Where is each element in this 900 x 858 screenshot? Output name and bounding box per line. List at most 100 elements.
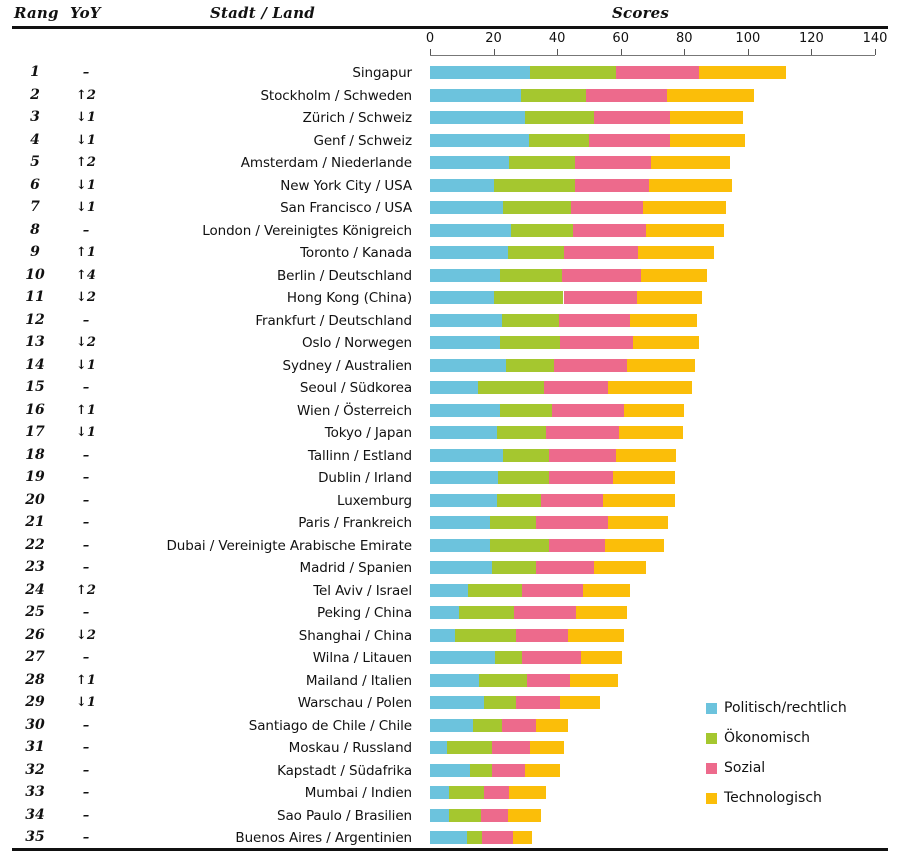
city-label: Seoul / Südkorea <box>299 380 412 396</box>
bar-segment-politisch-rechtlich <box>430 448 504 462</box>
column-header-yoy: YoY <box>70 4 101 22</box>
column-header-rank: Rang <box>14 4 59 22</box>
bar-segment-politisch-rechtlich <box>430 133 529 147</box>
bar-segment-technologisch <box>623 403 685 417</box>
bar-segment-konomisch <box>530 66 616 79</box>
stacked-bar <box>430 808 542 822</box>
bar-segment-politisch-rechtlich <box>430 763 470 777</box>
city-label: Tel Aviv / Israel <box>313 582 412 599</box>
city-label: Frankfurt / Deutschland <box>255 312 412 329</box>
bar-segment-technologisch <box>582 583 631 597</box>
bar-segment-sozial <box>536 516 608 529</box>
bar-segment-technologisch <box>666 88 755 102</box>
yoy-value: ↓1 <box>76 110 96 125</box>
yoy-value: – <box>82 605 90 620</box>
rank-value: 7 <box>30 199 40 215</box>
bar-segment-technologisch <box>615 448 677 462</box>
yoy-value: – <box>82 470 90 485</box>
city-label: Kapstadt / Südafrika <box>277 762 412 779</box>
rank-value: 8 <box>30 221 40 238</box>
rank-value: 31 <box>25 739 45 755</box>
yoy-value: – <box>82 830 90 845</box>
bar-segment-konomisch <box>493 178 575 192</box>
bar-segment-technologisch <box>509 786 546 799</box>
bar-segment-konomisch <box>455 628 516 642</box>
yoy-value: ↑4 <box>76 267 96 283</box>
bar-segment-politisch-rechtlich <box>430 111 526 124</box>
bar-segment-technologisch <box>646 223 725 237</box>
bar-segment-konomisch <box>495 651 523 664</box>
bar-segment-sozial <box>585 88 667 102</box>
bar-segment-technologisch <box>569 673 618 687</box>
bar-segment-sozial <box>593 111 670 124</box>
yoy-value: ↑1 <box>76 402 96 418</box>
stacked-bar <box>430 133 745 147</box>
bar-segment-konomisch <box>484 696 516 709</box>
bar-segment-politisch-rechtlich <box>430 493 497 507</box>
table-row: 4 ↓1 Genf / Schweiz <box>0 130 900 153</box>
header-rule <box>12 26 888 29</box>
city-label: Berlin / Deutschland <box>276 267 412 284</box>
yoy-value: ↓2 <box>76 335 96 350</box>
bar-segment-technologisch <box>642 201 726 214</box>
axis-tick-label: 40 <box>548 31 566 46</box>
city-label: Buenos Aires / Argentinien <box>235 830 412 846</box>
table-row: 24 ↑2 Tel Aviv / Israel <box>0 580 900 603</box>
table-row: 29 ↓1 Warschau / Polen <box>0 692 900 715</box>
bar-segment-sozial <box>522 583 583 597</box>
stacked-bar <box>430 223 725 237</box>
yoy-value: – <box>82 515 90 530</box>
table-row: 33 – Mumbai / Indien <box>0 782 900 805</box>
chart-legend: Politisch/rechtlich Ökonomisch Sozial Techn… <box>706 693 896 813</box>
bar-segment-konomisch <box>493 291 564 304</box>
stacked-bar <box>430 583 631 597</box>
city-label: Stockholm / Schweden <box>260 87 412 104</box>
bar-segment-technologisch <box>641 268 707 282</box>
rank-value: 33 <box>25 784 45 800</box>
city-label: Sao Paulo / Brasilien <box>276 807 412 824</box>
yoy-value: – <box>82 65 90 80</box>
bar-segment-sozial <box>563 291 637 304</box>
city-label: Mailand / Italien <box>305 672 412 689</box>
table-row: 11 ↓2 Hong Kong (China) <box>0 287 900 310</box>
table-row: 16 ↑1 Wien / Österreich <box>0 400 900 423</box>
city-label: New York City / USA <box>280 177 412 194</box>
yoy-value: – <box>82 650 90 665</box>
axis-tick-label: 60 <box>612 31 629 46</box>
stacked-bar <box>430 516 669 529</box>
bar-segment-konomisch <box>498 471 550 484</box>
stacked-bar <box>430 538 664 552</box>
bar-segment-technologisch <box>580 651 623 664</box>
bar-segment-konomisch <box>458 606 515 619</box>
bar-segment-politisch-rechtlich <box>430 606 459 619</box>
yoy-value: – <box>82 447 90 463</box>
table-row: 18 – Tallinn / Estland <box>0 445 900 468</box>
stacked-bar <box>430 403 685 417</box>
city-label: Wilna / Litauen <box>312 650 412 666</box>
rank-value: 15 <box>25 379 45 395</box>
bar-segment-konomisch <box>469 763 492 777</box>
bar-segment-sozial <box>546 426 620 439</box>
yoy-value: ↓1 <box>76 177 96 193</box>
city-label: San Francisco / USA <box>280 200 412 216</box>
city-label: Amsterdam / Niederlande <box>240 155 412 171</box>
table-row: 7 ↓1 San Francisco / USA <box>0 197 900 220</box>
city-label: Tokyo / Japan <box>324 425 412 441</box>
table-row: 8 – London / Vereinigtes Königreich <box>0 220 900 243</box>
bar-segment-politisch-rechtlich <box>430 673 480 687</box>
city-label: Moskau / Russland <box>288 740 412 756</box>
bar-segment-sozial <box>515 628 569 642</box>
bar-segment-politisch-rechtlich <box>430 538 491 552</box>
stacked-bar <box>430 786 546 799</box>
rank-value: 19 <box>25 469 45 485</box>
bar-segment-politisch-rechtlich <box>430 358 507 372</box>
bar-segment-konomisch <box>499 403 553 417</box>
bar-segment-politisch-rechtlich <box>430 628 456 642</box>
bar-segment-technologisch <box>507 808 542 822</box>
bar-segment-sozial <box>560 336 634 349</box>
legend-label: Technologisch <box>724 790 822 806</box>
bar-segment-konomisch <box>496 493 542 507</box>
table-row: 12 – Frankfurt / Deutschland <box>0 310 900 333</box>
yoy-value: ↓1 <box>76 425 96 440</box>
stacked-bar <box>430 246 715 259</box>
